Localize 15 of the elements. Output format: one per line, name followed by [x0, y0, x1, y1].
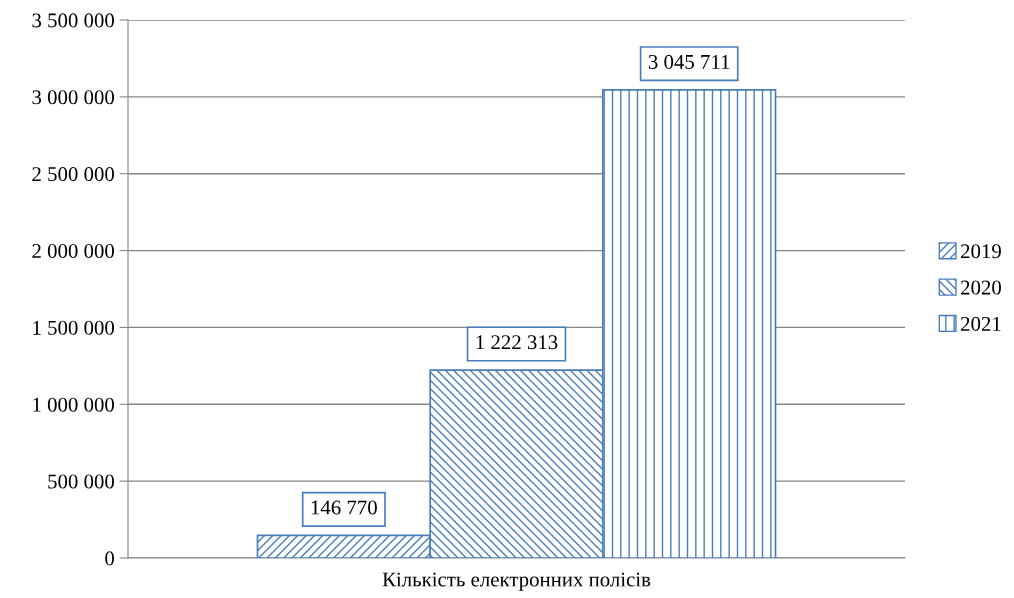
data-label: 146 770	[311, 500, 377, 515]
y-tick-label: 1 000 000	[33, 397, 115, 412]
data-label: 3 045 711	[648, 54, 730, 69]
y-tick-label: 500 000	[48, 474, 115, 489]
data-label: 1 222 313	[476, 335, 558, 350]
legend-label: 2021	[961, 316, 1001, 331]
x-tick-label: Кількість електронних полісів	[382, 572, 651, 591]
legend-label: 2019	[961, 244, 1001, 259]
y-tick-label: 3 500 000	[32, 13, 115, 28]
y-tick-label: 0	[105, 551, 115, 566]
legend-label: 2020	[961, 280, 1001, 295]
y-tick-label: 2 000 000	[32, 243, 115, 258]
y-tick-label: 3 000 000	[32, 90, 115, 105]
y-tick-label: 2 500 000	[32, 167, 115, 182]
y-tick-label: 1 500 000	[33, 320, 115, 335]
